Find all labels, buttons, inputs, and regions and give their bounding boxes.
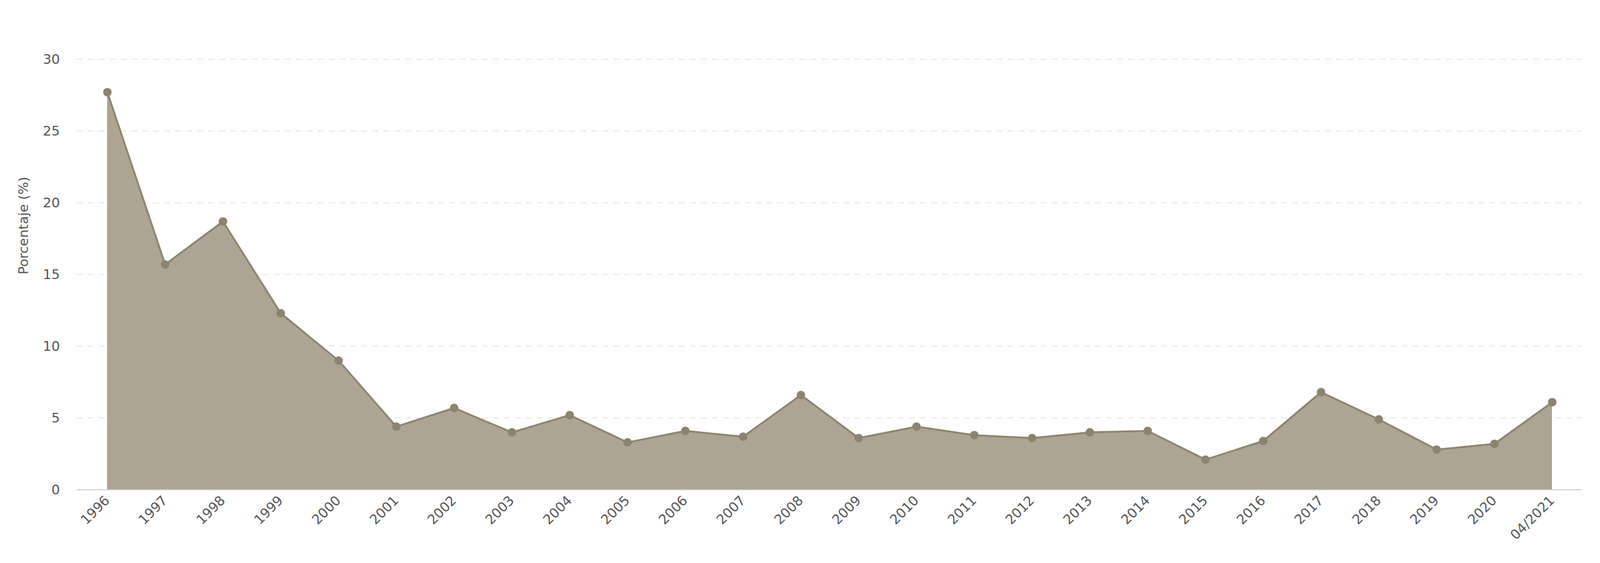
svg-text:2019: 2019 bbox=[1407, 492, 1442, 528]
svg-text:1997: 1997 bbox=[135, 492, 171, 528]
svg-text:Porcentaje (%): Porcentaje (%) bbox=[15, 177, 32, 275]
svg-text:30: 30 bbox=[43, 51, 61, 67]
svg-text:2018: 2018 bbox=[1349, 492, 1385, 528]
svg-text:2020: 2020 bbox=[1464, 492, 1500, 528]
svg-text:2010: 2010 bbox=[886, 492, 922, 528]
svg-text:2004: 2004 bbox=[540, 492, 575, 528]
svg-text:2000: 2000 bbox=[309, 492, 344, 528]
svg-text:0: 0 bbox=[51, 482, 61, 498]
svg-text:20: 20 bbox=[43, 195, 61, 211]
svg-text:2008: 2008 bbox=[771, 492, 807, 528]
svg-text:2005: 2005 bbox=[598, 492, 633, 528]
svg-text:2015: 2015 bbox=[1175, 492, 1211, 528]
svg-text:15: 15 bbox=[43, 267, 61, 283]
svg-text:2016: 2016 bbox=[1233, 492, 1269, 528]
svg-text:2009: 2009 bbox=[829, 492, 864, 528]
svg-text:2006: 2006 bbox=[655, 492, 691, 528]
svg-text:2017: 2017 bbox=[1291, 492, 1327, 528]
svg-text:1999: 1999 bbox=[251, 492, 286, 528]
svg-text:5: 5 bbox=[51, 410, 61, 426]
svg-text:1996: 1996 bbox=[77, 492, 113, 528]
svg-text:2003: 2003 bbox=[482, 492, 518, 528]
svg-text:1998: 1998 bbox=[193, 492, 229, 528]
svg-text:25: 25 bbox=[43, 123, 61, 139]
svg-text:2007: 2007 bbox=[713, 492, 749, 528]
svg-text:2012: 2012 bbox=[1002, 492, 1038, 528]
svg-text:10: 10 bbox=[43, 338, 61, 355]
svg-text:2013: 2013 bbox=[1060, 492, 1096, 528]
svg-text:2011: 2011 bbox=[944, 492, 980, 528]
svg-text:2001: 2001 bbox=[366, 492, 402, 528]
svg-text:2014: 2014 bbox=[1118, 492, 1153, 528]
svg-text:04/2021: 04/2021 bbox=[1507, 492, 1558, 543]
svg-text:2002: 2002 bbox=[424, 492, 460, 528]
